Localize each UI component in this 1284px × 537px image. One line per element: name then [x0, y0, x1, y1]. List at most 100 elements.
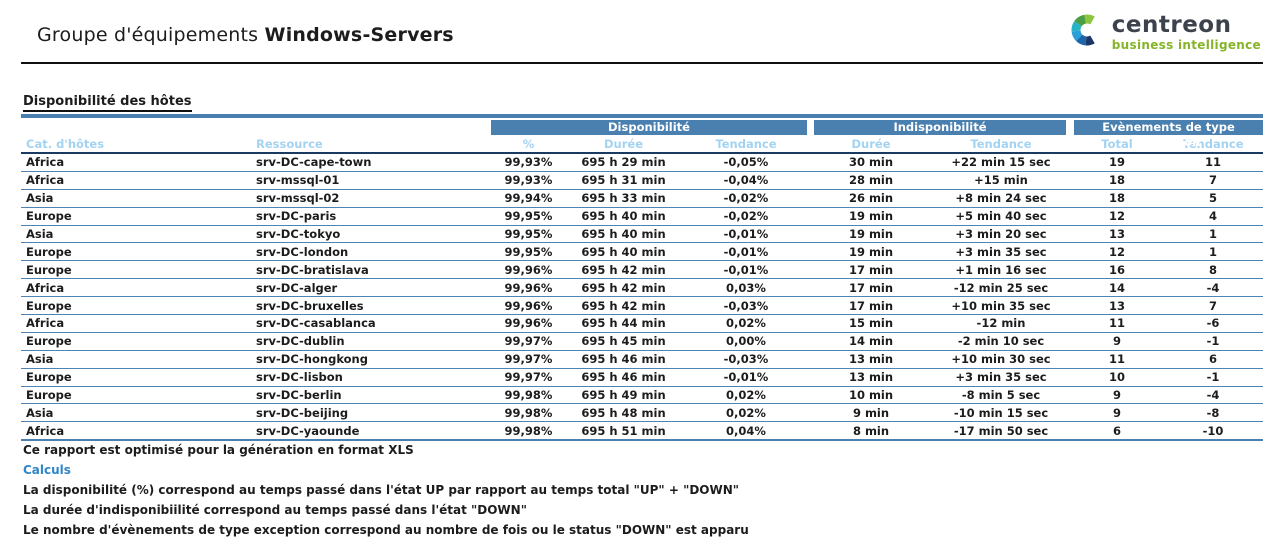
cell-unavailability-trend: +22 min 15 sec — [951, 155, 1051, 170]
cell-category: Europe — [26, 388, 72, 403]
cell-category: Europe — [26, 209, 72, 224]
col-header-availability-pct: % — [522, 137, 535, 151]
logo-brand-name: centreon — [1111, 11, 1232, 38]
cell-exceptions-trend: -8 — [1206, 405, 1220, 420]
table-row: Asia srv-DC-tokyo 99,95% 695 h 40 min -0… — [21, 226, 1263, 244]
cell-exceptions-total: 19 — [1108, 155, 1125, 170]
cell-unavailability-duration: 14 min — [848, 334, 894, 349]
cell-availability-pct: 99,97% — [504, 334, 553, 349]
cell-exceptions-trend: -1 — [1206, 334, 1220, 349]
note-availability: La disponibilité (%) correspond au temps… — [23, 483, 740, 498]
page-title-hostgroup: Windows-Servers — [264, 24, 454, 46]
col-header-unavailability-duration: Durée — [851, 137, 891, 151]
cell-exceptions-trend: 7 — [1208, 298, 1217, 313]
cell-availability-duration: 695 h 31 min — [581, 173, 666, 188]
cell-unavailability-trend: +3 min 35 sec — [955, 370, 1047, 385]
cell-unavailability-trend: +1 min 16 sec — [955, 262, 1047, 277]
col-header-exceptions-total: Total — [1101, 137, 1133, 151]
cell-exceptions-total: 9 — [1112, 405, 1121, 420]
centreon-logo-icon — [1069, 12, 1105, 52]
cell-unavailability-duration: 8 min — [852, 423, 890, 438]
header-divider — [21, 62, 1263, 64]
cell-unavailability-duration: 30 min — [848, 155, 894, 170]
cell-availability-duration: 695 h 42 min — [581, 298, 666, 313]
cell-resource: srv-DC-bruxelles — [256, 298, 364, 313]
cell-unavailability-duration: 15 min — [848, 316, 894, 331]
cell-exceptions-total: 6 — [1112, 423, 1121, 438]
section-accent-rule — [21, 114, 1263, 118]
cell-category: Asia — [26, 191, 54, 206]
cell-exceptions-trend: -6 — [1206, 316, 1220, 331]
cell-availability-pct: 99,96% — [504, 280, 553, 295]
cell-resource: srv-DC-bratislava — [256, 262, 369, 277]
cell-category: Africa — [26, 423, 65, 438]
cell-availability-duration: 695 h 40 min — [581, 244, 666, 259]
cell-unavailability-duration: 28 min — [848, 173, 894, 188]
cell-unavailability-trend: +8 min 24 sec — [955, 191, 1047, 206]
cell-availability-pct: 99,98% — [504, 423, 553, 438]
cell-exceptions-total: 11 — [1108, 316, 1125, 331]
table-row: Europe srv-DC-bruxelles 99,96% 695 h 42 … — [21, 297, 1263, 316]
cell-unavailability-duration: 13 min — [848, 352, 894, 367]
cell-unavailability-duration: 9 min — [852, 405, 890, 420]
footer-notes: Ce rapport est optimisé pour la générati… — [21, 444, 1263, 537]
cell-resource: srv-mssql-01 — [256, 173, 340, 188]
cell-exceptions-trend: 6 — [1208, 352, 1217, 367]
col-header-resource: Ressource — [256, 137, 323, 151]
table-row: Europe srv-DC-london 99,95% 695 h 40 min… — [21, 243, 1263, 262]
calculs-label: Calculs — [23, 463, 71, 478]
table-row: Africa srv-mssql-01 99,93% 695 h 31 min … — [21, 172, 1263, 190]
cell-availability-pct: 99,95% — [504, 244, 553, 259]
cell-availability-duration: 695 h 49 min — [581, 388, 666, 403]
cell-exceptions-total: 13 — [1108, 298, 1125, 313]
cell-category: Africa — [26, 173, 65, 188]
group-header-exceptions: Evènements de type exception — [1074, 120, 1263, 149]
cell-exceptions-total: 18 — [1108, 191, 1125, 206]
cell-unavailability-trend: +10 min 35 sec — [951, 298, 1051, 313]
table-row: Asia srv-mssql-02 99,94% 695 h 33 min -0… — [21, 190, 1263, 208]
page-title: Groupe d'équipements Windows-Servers — [21, 12, 454, 46]
cell-unavailability-duration: 10 min — [848, 388, 894, 403]
cell-unavailability-trend: +5 min 40 sec — [955, 209, 1047, 224]
cell-availability-pct: 99,96% — [504, 316, 553, 331]
table-body: Africa srv-DC-cape-town 99,93% 695 h 29 … — [21, 154, 1263, 442]
cell-unavailability-duration: 13 min — [848, 370, 894, 385]
cell-exceptions-trend: -1 — [1206, 370, 1220, 385]
page-title-prefix: Groupe d'équipements — [37, 24, 259, 46]
col-header-category: Cat. d'hôtes — [26, 137, 105, 151]
group-header-unavailability: Indisponibilité — [814, 120, 1066, 135]
table-row: Europe srv-DC-berlin 99,98% 695 h 49 min… — [21, 387, 1263, 405]
table-row: Europe srv-DC-bratislava 99,96% 695 h 42… — [21, 261, 1263, 280]
cell-unavailability-duration: 19 min — [848, 209, 894, 224]
xls-note: Ce rapport est optimisé pour la générati… — [23, 443, 414, 458]
cell-availability-pct: 99,98% — [504, 405, 553, 420]
group-header-availability: Disponibilité — [491, 120, 807, 135]
cell-availability-trend: -0,05% — [723, 155, 769, 170]
cell-resource: srv-DC-dublin — [256, 334, 345, 349]
cell-availability-duration: 695 h 42 min — [581, 262, 666, 277]
cell-exceptions-trend: 7 — [1208, 173, 1217, 188]
note-unavailability: La durée d'indisponibiilité correspond a… — [23, 503, 527, 518]
cell-resource: srv-DC-tokyo — [256, 227, 341, 241]
cell-resource: srv-DC-yaounde — [256, 423, 360, 438]
cell-resource: srv-DC-london — [256, 244, 349, 259]
cell-availability-trend: -0,01% — [723, 244, 769, 259]
centreon-logo: centreon business intelligence — [1069, 12, 1263, 52]
cell-availability-pct: 99,97% — [504, 352, 553, 367]
cell-availability-duration: 695 h 33 min — [581, 191, 666, 206]
cell-availability-pct: 99,95% — [504, 227, 553, 241]
cell-unavailability-duration: 17 min — [848, 298, 894, 313]
cell-unavailability-duration: 17 min — [848, 262, 894, 277]
cell-exceptions-trend: 1 — [1208, 227, 1217, 241]
cell-category: Europe — [26, 262, 72, 277]
cell-exceptions-trend: 4 — [1208, 209, 1217, 224]
cell-exceptions-total: 9 — [1112, 388, 1121, 403]
section-title: Disponibilité des hôtes — [23, 94, 192, 112]
cell-unavailability-trend: +10 min 30 sec — [951, 352, 1051, 367]
cell-unavailability-trend: +15 min — [974, 173, 1028, 188]
cell-unavailability-trend: -10 min 15 sec — [953, 405, 1049, 420]
table-row: Europe srv-DC-dublin 99,97% 695 h 45 min… — [21, 333, 1263, 351]
col-header-unavailability-trend: Tendance — [970, 137, 1032, 151]
cell-availability-pct: 99,96% — [504, 298, 553, 313]
cell-availability-trend: 0,02% — [726, 316, 766, 331]
